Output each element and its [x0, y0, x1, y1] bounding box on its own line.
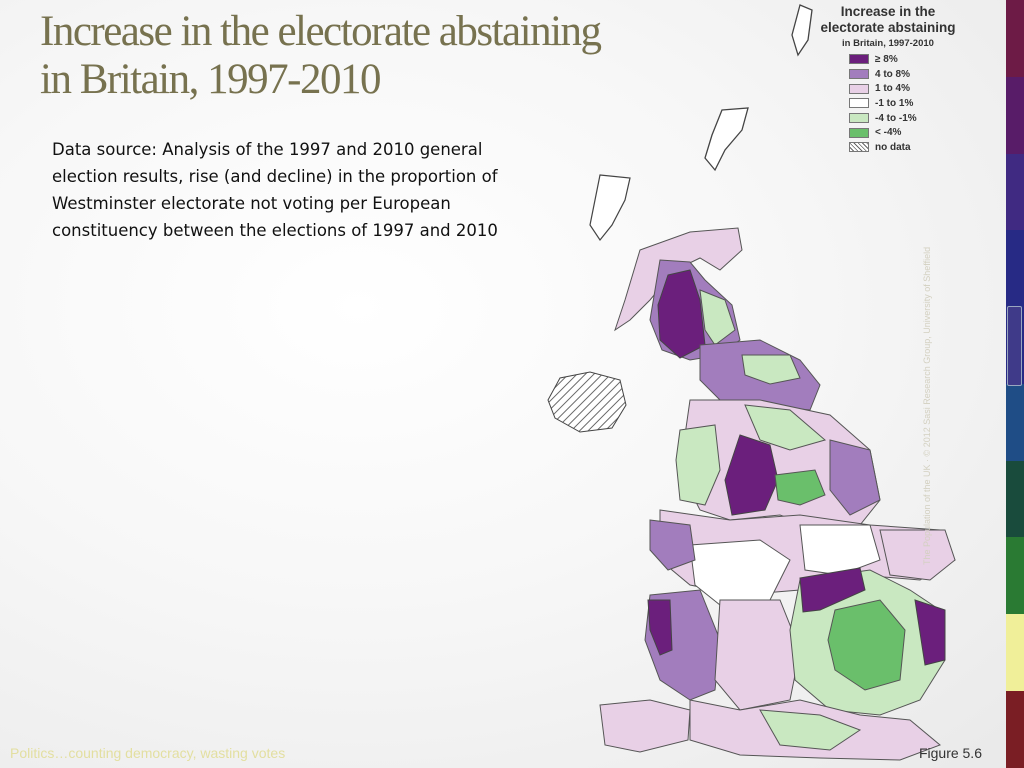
- data-source-text: Data source: Analysis of the 1997 and 20…: [52, 140, 498, 240]
- cartogram-map: [547, 4, 956, 761]
- region-london: [827, 599, 906, 691]
- legend-label: ≥ 8%: [875, 53, 898, 65]
- color-bar-segment: [1006, 614, 1024, 691]
- region-manchester: [724, 434, 779, 516]
- region-orkney: [704, 107, 749, 172]
- region-north-east-green: [741, 354, 801, 385]
- color-bar-segment: [1006, 461, 1024, 537]
- title-line-1: Increase in the electorate abstaining: [40, 8, 602, 55]
- legend-swatch: [849, 98, 869, 109]
- legend-item: -4 to -1%: [849, 111, 917, 126]
- color-bar-segment: [1006, 230, 1024, 307]
- legend-swatch: [849, 113, 869, 124]
- footer-title: Politics…counting democracy, wasting vot…: [10, 745, 286, 761]
- legend: ≥ 8% 4 to 8% 1 to 4% -1 to 1% -4 to -1% …: [849, 52, 917, 155]
- region-scotland-east: [699, 289, 736, 346]
- region-norfolk: [879, 529, 956, 581]
- legend-swatch: [849, 127, 869, 138]
- legend-item: 1 to 4%: [849, 81, 917, 96]
- legend-title-line-2: electorate abstaining: [820, 20, 956, 35]
- slide-nav-tab[interactable]: [1007, 306, 1022, 386]
- legend-swatch: [849, 54, 869, 65]
- color-bar-segment: [1006, 537, 1024, 614]
- slide-title: Increase in the electorate abstaining in…: [40, 8, 740, 104]
- region-lincolnshire: [829, 439, 881, 516]
- region-western-isles: [589, 174, 631, 242]
- color-bar-segment: [1006, 0, 1024, 77]
- color-bar-segment: [1006, 384, 1024, 461]
- legend-swatch-hatched: [849, 142, 869, 153]
- region-east-riding: [774, 469, 826, 506]
- legend-label: -1 to 1%: [875, 97, 914, 109]
- legend-item: ≥ 8%: [849, 52, 917, 67]
- legend-item: 4 to 8%: [849, 67, 917, 82]
- region-yorkshire-green: [744, 404, 827, 451]
- legend-item: -1 to 1%: [849, 96, 917, 111]
- region-east: [799, 567, 866, 613]
- region-south-coast-green: [759, 709, 862, 751]
- legend-subtitle: in Britain, 1997-2010: [842, 38, 934, 49]
- legend-label: -4 to -1%: [875, 112, 917, 124]
- legend-swatch: [849, 83, 869, 94]
- title-line-2: in Britain, 1997-2010: [40, 56, 381, 103]
- legend-item: < -4%: [849, 125, 917, 140]
- legend-label: 4 to 8%: [875, 68, 911, 80]
- region-birmingham: [689, 539, 791, 606]
- region-north-west-fringe: [675, 424, 721, 506]
- legend-label: no data: [875, 141, 911, 153]
- region-cornwall: [599, 699, 691, 753]
- legend-label: < -4%: [875, 127, 902, 139]
- region-scotland-west: [657, 269, 706, 359]
- color-bar-segment: [1006, 77, 1024, 154]
- legend-label: 1 to 4%: [875, 83, 911, 95]
- legend-item: no data: [849, 140, 917, 155]
- legend-title-line-1: Increase in the: [840, 4, 936, 19]
- color-bar-segment: [1006, 154, 1024, 230]
- figure-number: Figure 5.6: [918, 745, 982, 761]
- legend-title: Increase in the electorate abstaining in…: [808, 4, 968, 52]
- region-shetland: [791, 4, 813, 57]
- region-south-west-inner: [714, 599, 801, 711]
- legend-swatch: [849, 69, 869, 80]
- region-northern-ireland: [547, 371, 627, 433]
- region-midlands-purple: [649, 519, 696, 571]
- region-wales-west: [647, 599, 673, 656]
- color-bar-segment: [1006, 691, 1024, 768]
- region-kent: [914, 599, 946, 666]
- copyright-credit: The Population of the UK · © 2012 Sasi R…: [922, 246, 932, 565]
